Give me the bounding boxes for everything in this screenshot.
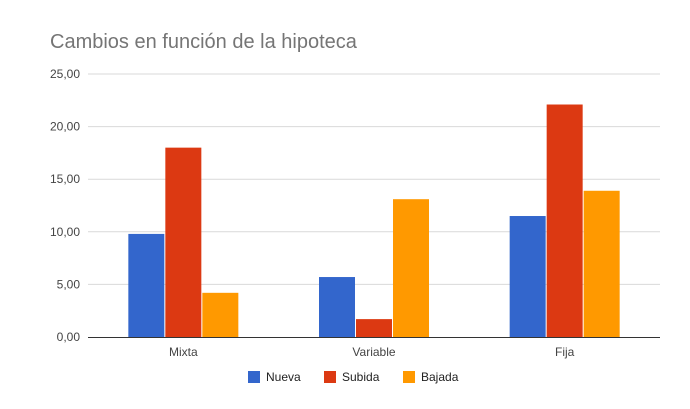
y-tick-label-1: 5,00 [57,277,81,291]
bar-subida-variable[interactable] [356,319,392,337]
x-tick-label-mixta: Mixta [169,345,198,359]
legend-item-subida[interactable]: Subida [324,370,380,384]
bar-bajada-fija[interactable] [583,190,620,337]
y-tick-label-3: 15,00 [50,172,80,186]
y-tick-label-2: 10,00 [50,225,80,239]
bar-nueva-mixta[interactable] [128,233,165,337]
chart-title: Cambios en función de la hipoteca [50,31,358,53]
legend[interactable]: Nueva Subida Bajada [248,370,459,384]
bar-subida-mixta[interactable] [165,147,202,337]
bar-nueva-variable[interactable] [319,277,355,337]
legend-label-bajada: Bajada [421,370,459,384]
y-tick-label-5: 25,00 [50,67,80,81]
bar-bajada-mixta[interactable] [202,292,239,337]
bars [128,104,620,338]
legend-swatch-bajada [403,371,415,383]
bar-bajada-variable[interactable] [393,199,429,337]
bar-nueva-fija[interactable] [509,216,546,337]
x-tick-label-variable: Variable [352,345,395,359]
legend-item-bajada[interactable]: Bajada [403,370,459,384]
legend-swatch-subida [324,371,336,383]
x-tick-label-fija: Fija [555,345,575,359]
legend-label-nueva: Nueva [266,370,301,384]
y-tick-label-4: 20,00 [50,120,80,134]
x-axis-category-labels: Mixta Variable Fija [169,345,575,359]
y-axis-tick-labels: 0,00 5,00 10,00 15,00 20,00 25,00 [50,67,80,344]
legend-label-subida: Subida [342,370,380,384]
legend-swatch-nueva [248,371,260,383]
legend-item-nueva[interactable]: Nueva [248,370,301,384]
bar-subida-fija[interactable] [546,104,583,338]
y-tick-label-0: 0,00 [57,330,81,344]
